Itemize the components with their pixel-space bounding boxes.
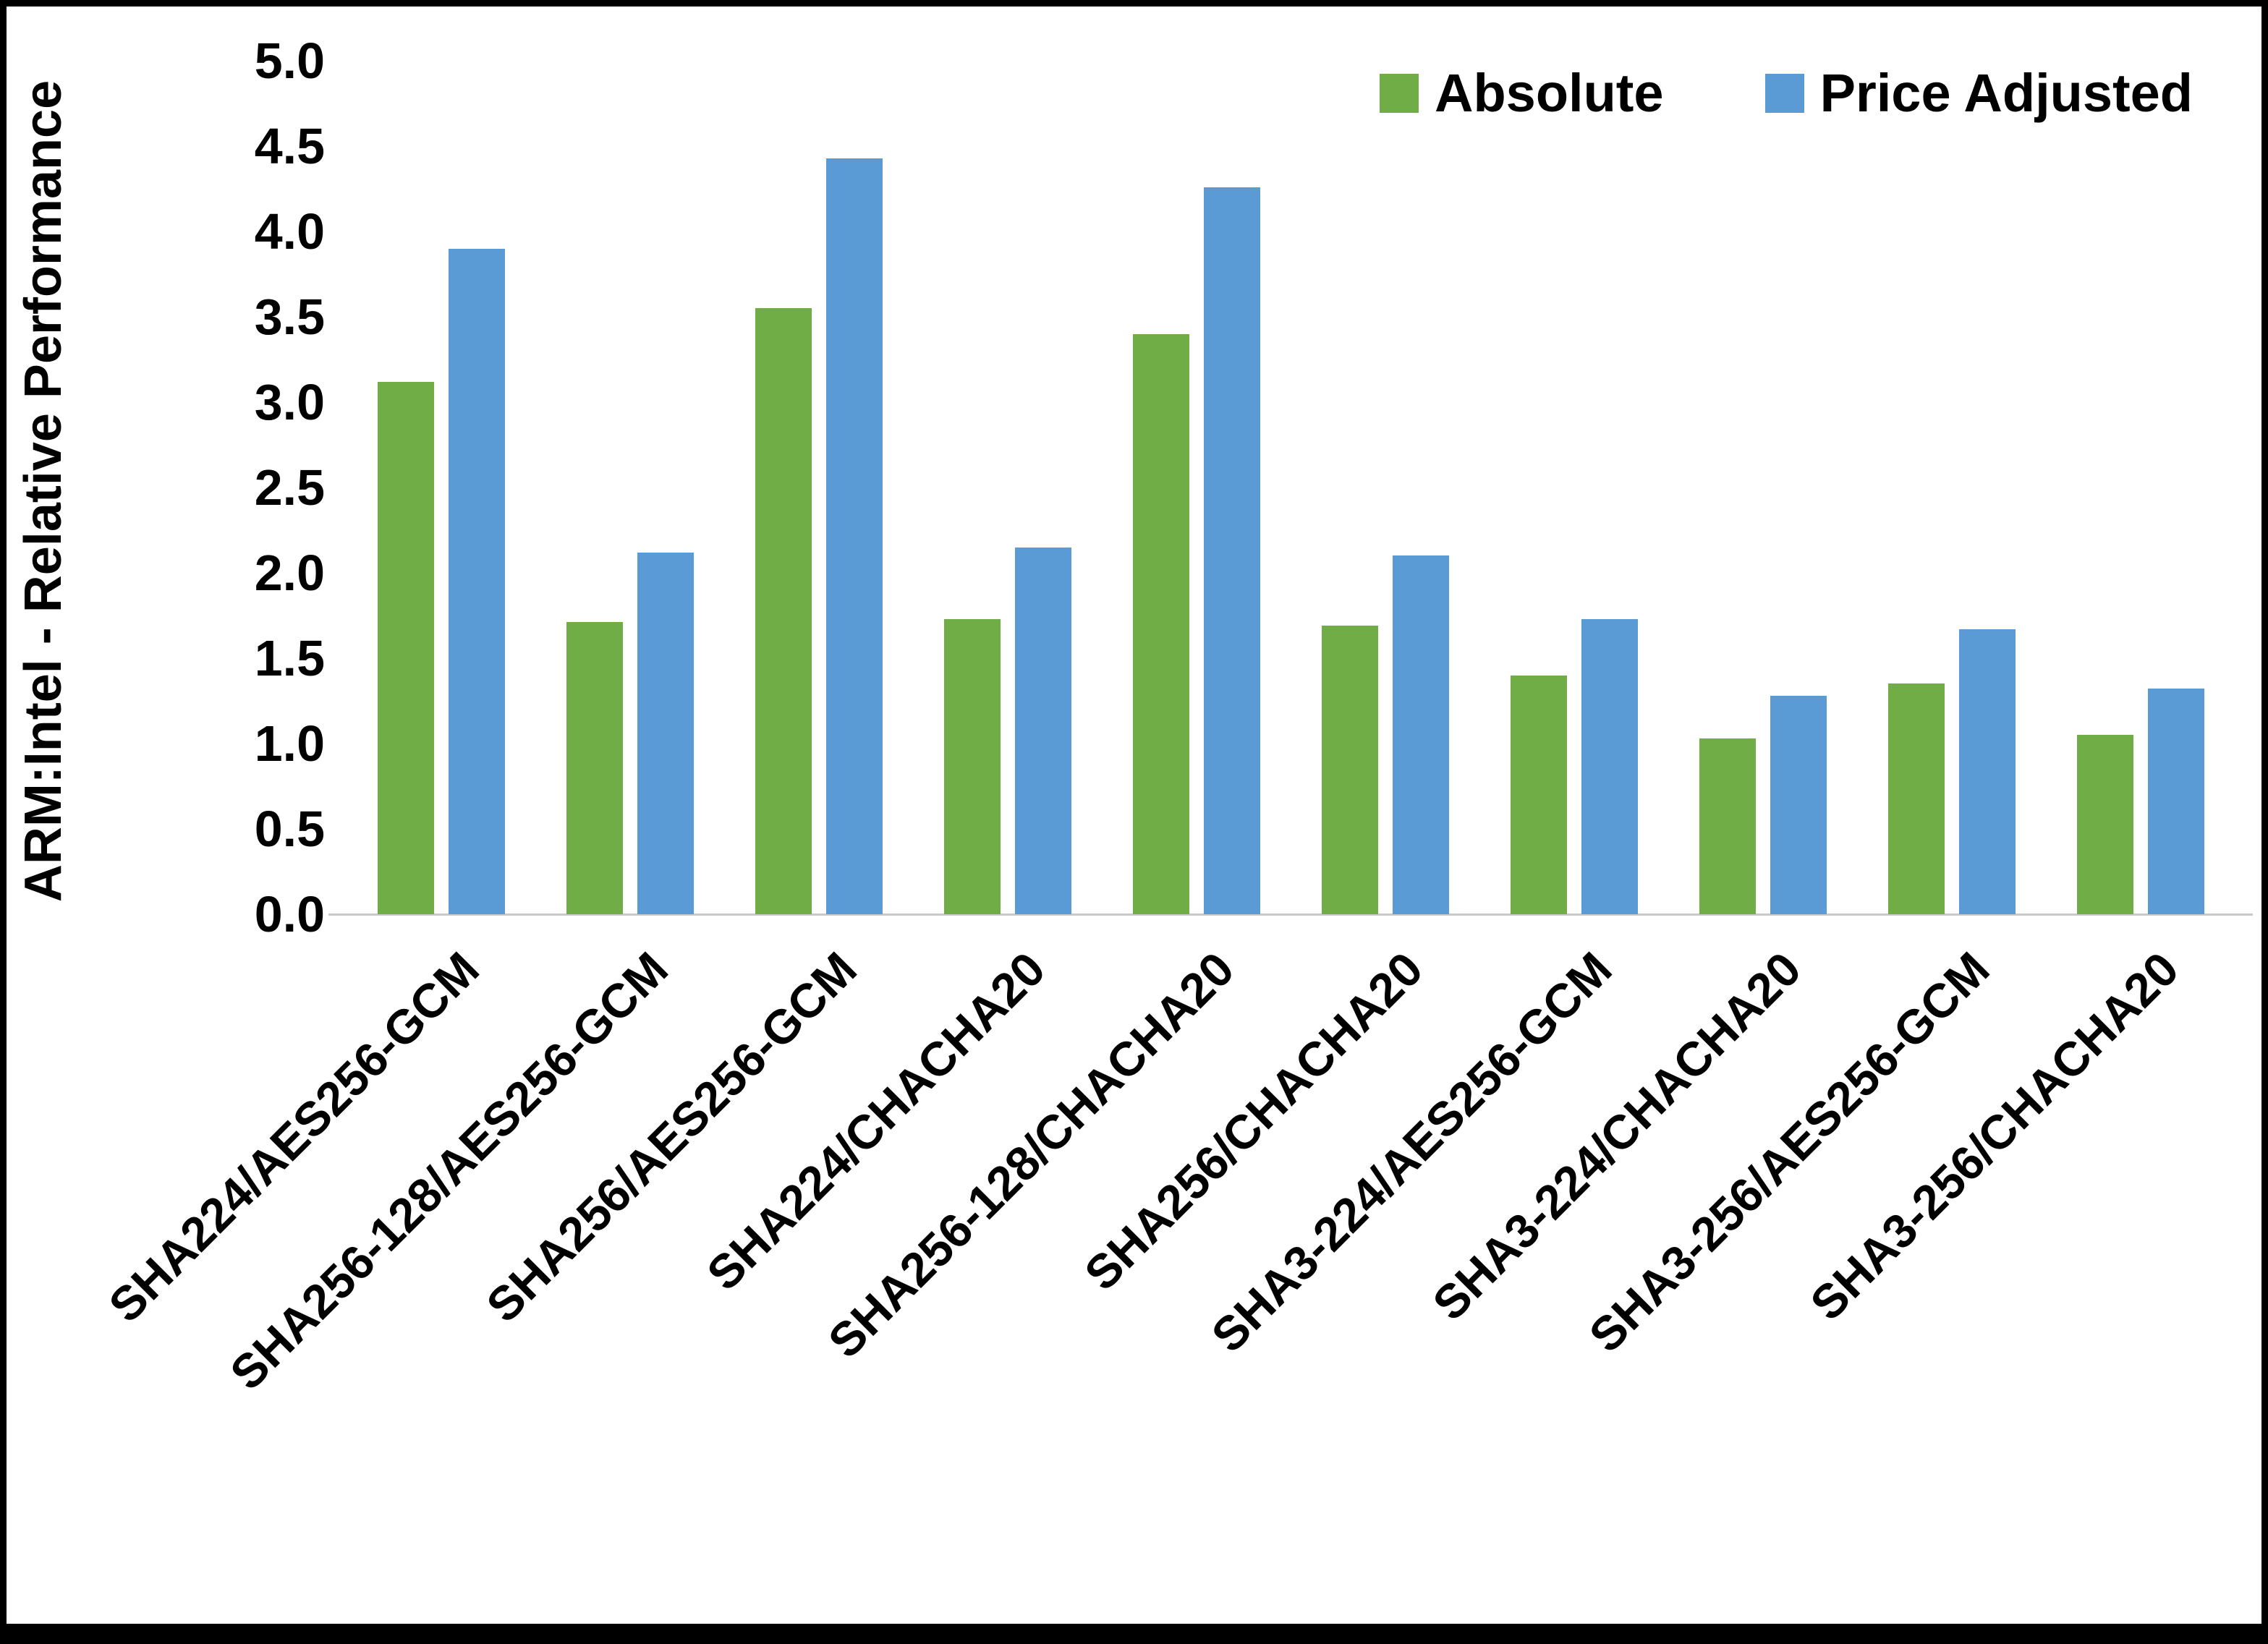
y-axis-title: ARM:Intel - Relative Performance — [14, 80, 72, 903]
y-tick-label: 1.5 — [254, 630, 325, 686]
bar-price-adjusted — [1392, 555, 1449, 914]
legend-item-absolute: Absolute — [1380, 63, 1664, 124]
y-tick-label: 3.0 — [254, 374, 325, 430]
y-tick-label: 0.5 — [254, 801, 325, 857]
bar-absolute — [566, 622, 623, 914]
y-tick-label: 2.0 — [254, 545, 325, 601]
bar-price-adjusted — [448, 249, 505, 914]
x-axis-line — [328, 913, 2253, 916]
bar-absolute — [1132, 334, 1189, 914]
bar-price-adjusted — [1581, 619, 1638, 914]
x-category-label: SHA3-224/AES256-GCM — [1201, 942, 1622, 1363]
y-tick-label: 2.5 — [254, 459, 325, 516]
legend-swatch-absolute-icon — [1380, 74, 1419, 113]
bar-absolute — [1887, 683, 1945, 914]
y-tick-label: 4.0 — [254, 203, 325, 260]
legend-label-price-adjusted: Price Adjusted — [1819, 63, 2193, 123]
legend-label-absolute: Absolute — [1435, 63, 1664, 123]
bar-price-adjusted — [637, 553, 694, 914]
x-category-label: SHA3-256/CHACHA20 — [1799, 942, 2188, 1331]
bar-absolute — [1699, 738, 1756, 914]
y-tick-label: 3.5 — [254, 289, 325, 345]
x-category-label: SHA3-256/AES256-GCM — [1579, 942, 2000, 1363]
y-tick-label: 5.0 — [254, 33, 325, 89]
legend: Absolute Price Adjusted — [1380, 63, 2193, 124]
y-tick-label: 1.0 — [254, 715, 325, 772]
legend-swatch-price-adjusted-icon — [1764, 74, 1804, 113]
x-category-label: SHA224/CHACHA20 — [697, 942, 1056, 1300]
bar-price-adjusted — [2147, 689, 2204, 914]
x-category-label: SHA224/AES256-GCM — [98, 942, 489, 1332]
bar-absolute — [2076, 735, 2133, 914]
bar-absolute — [1510, 676, 1567, 914]
bar-price-adjusted — [1014, 548, 1071, 914]
x-category-label: SHA3-224/CHACHA20 — [1422, 942, 1811, 1331]
bar-price-adjusted — [1770, 696, 1827, 914]
y-tick-label: 0.0 — [254, 886, 325, 942]
bar-absolute — [1321, 626, 1378, 914]
bar-absolute — [943, 619, 1001, 914]
x-category-label: SHA256/CHACHA20 — [1074, 942, 1433, 1300]
bar-price-adjusted — [1203, 187, 1260, 914]
y-tick-label: 4.5 — [254, 118, 325, 174]
bar-absolute — [377, 382, 434, 914]
bar-price-adjusted — [1958, 629, 2016, 914]
legend-item-price-adjusted: Price Adjusted — [1764, 63, 2193, 124]
x-category-label: SHA256-128/CHACHA20 — [817, 942, 1244, 1368]
bar-price-adjusted — [825, 158, 883, 914]
bar-absolute — [755, 308, 812, 914]
x-category-label: SHA256/AES256-GCM — [475, 942, 867, 1332]
